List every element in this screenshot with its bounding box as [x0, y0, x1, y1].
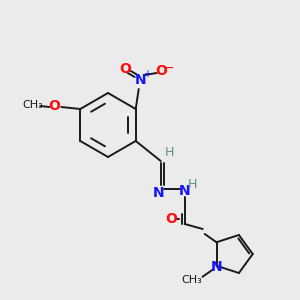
Text: O: O	[48, 99, 60, 113]
Text: N: N	[179, 184, 190, 198]
Text: CH₃: CH₃	[181, 275, 202, 285]
Text: +: +	[143, 69, 151, 79]
Text: O: O	[155, 64, 167, 78]
Text: O: O	[165, 212, 177, 226]
Text: N: N	[135, 73, 146, 87]
Text: O: O	[119, 62, 131, 76]
Text: −: −	[164, 61, 174, 74]
Text: H: H	[188, 178, 197, 191]
Text: CH₃: CH₃	[22, 100, 43, 110]
Text: N: N	[211, 260, 222, 274]
Text: N: N	[153, 186, 164, 200]
Text: H: H	[165, 146, 174, 158]
